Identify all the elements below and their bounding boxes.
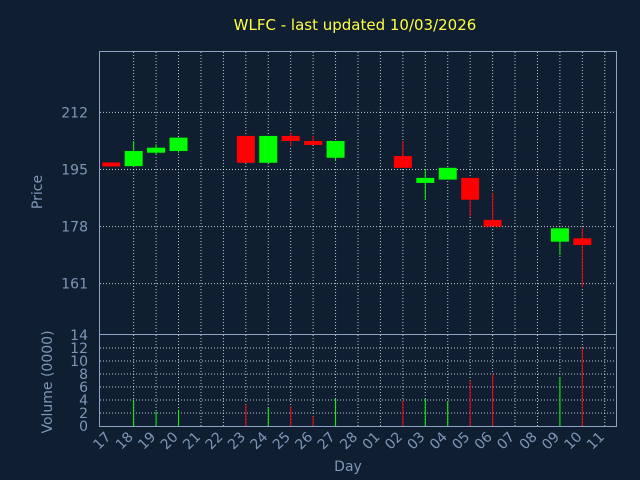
x-tick-label: 07 <box>494 429 518 453</box>
chart-title: WLFC - last updated 10/03/2026 <box>234 16 477 34</box>
x-tick-label: 02 <box>382 429 406 453</box>
x-tick-label: 21 <box>180 429 204 453</box>
x-tick-label: 24 <box>247 429 271 453</box>
candle-body <box>393 156 412 168</box>
price-tick-label: 161 <box>61 277 88 293</box>
candle-body <box>438 167 457 180</box>
volume-tick-label: 4 <box>79 393 88 409</box>
candle-body <box>236 135 255 163</box>
volume-axis-title: Volume (0000) <box>40 330 56 433</box>
x-tick-label: 17 <box>90 429 114 453</box>
x-tick-label: 20 <box>158 429 182 453</box>
x-tick-label: 27 <box>315 429 339 453</box>
grid-layer <box>100 52 616 426</box>
x-tick-label: 08 <box>517 429 541 453</box>
x-tick-label: 10 <box>562 429 586 453</box>
volume-tick-label: 2 <box>79 406 88 422</box>
candlesticks <box>102 132 592 287</box>
candle-body <box>483 219 502 227</box>
candle-body <box>304 140 323 145</box>
x-tick-label: 09 <box>539 429 563 453</box>
x-tick-label: 03 <box>405 429 429 453</box>
volume-tick-label: 0 <box>79 419 88 435</box>
x-tick-label: 25 <box>270 429 294 453</box>
x-tick-label: 22 <box>203 429 227 453</box>
candle-body <box>124 151 143 167</box>
x-tick-label: 18 <box>113 429 137 453</box>
x-tick-label: 26 <box>292 429 316 453</box>
volume-tick-label: 14 <box>70 328 88 344</box>
x-tick-label: 23 <box>225 429 249 453</box>
x-tick-label: 06 <box>472 429 496 453</box>
volume-bars <box>133 348 583 426</box>
x-tick-label: 28 <box>337 429 361 453</box>
candle-body <box>461 177 480 200</box>
x-tick-label: 19 <box>135 429 159 453</box>
candle-body <box>147 147 166 153</box>
price-tick-label: 195 <box>61 163 88 179</box>
candle-body <box>259 135 278 163</box>
x-tick-label: 04 <box>427 429 451 453</box>
x-tick-label: 11 <box>584 429 608 453</box>
volume-tick-label: 8 <box>79 367 88 383</box>
candle-body <box>326 140 345 158</box>
candle-body <box>281 135 300 141</box>
volume-tick-label: 12 <box>70 341 88 357</box>
price-tick-label: 212 <box>61 105 88 121</box>
x-tick-label: 05 <box>449 429 473 453</box>
x-tick-label: 01 <box>360 429 384 453</box>
x-axis-title: Day <box>334 459 362 475</box>
candle-body <box>416 177 435 183</box>
price-tick-label: 178 <box>61 220 88 236</box>
candle-body <box>573 238 592 246</box>
volume-tick-label: 6 <box>79 380 88 396</box>
volume-panel-frame <box>99 334 617 427</box>
price-axis-title: Price <box>30 175 46 209</box>
candle-body <box>102 162 121 167</box>
candle-body <box>169 137 188 152</box>
candle-body <box>550 228 569 242</box>
volume-tick-label: 10 <box>70 354 88 370</box>
